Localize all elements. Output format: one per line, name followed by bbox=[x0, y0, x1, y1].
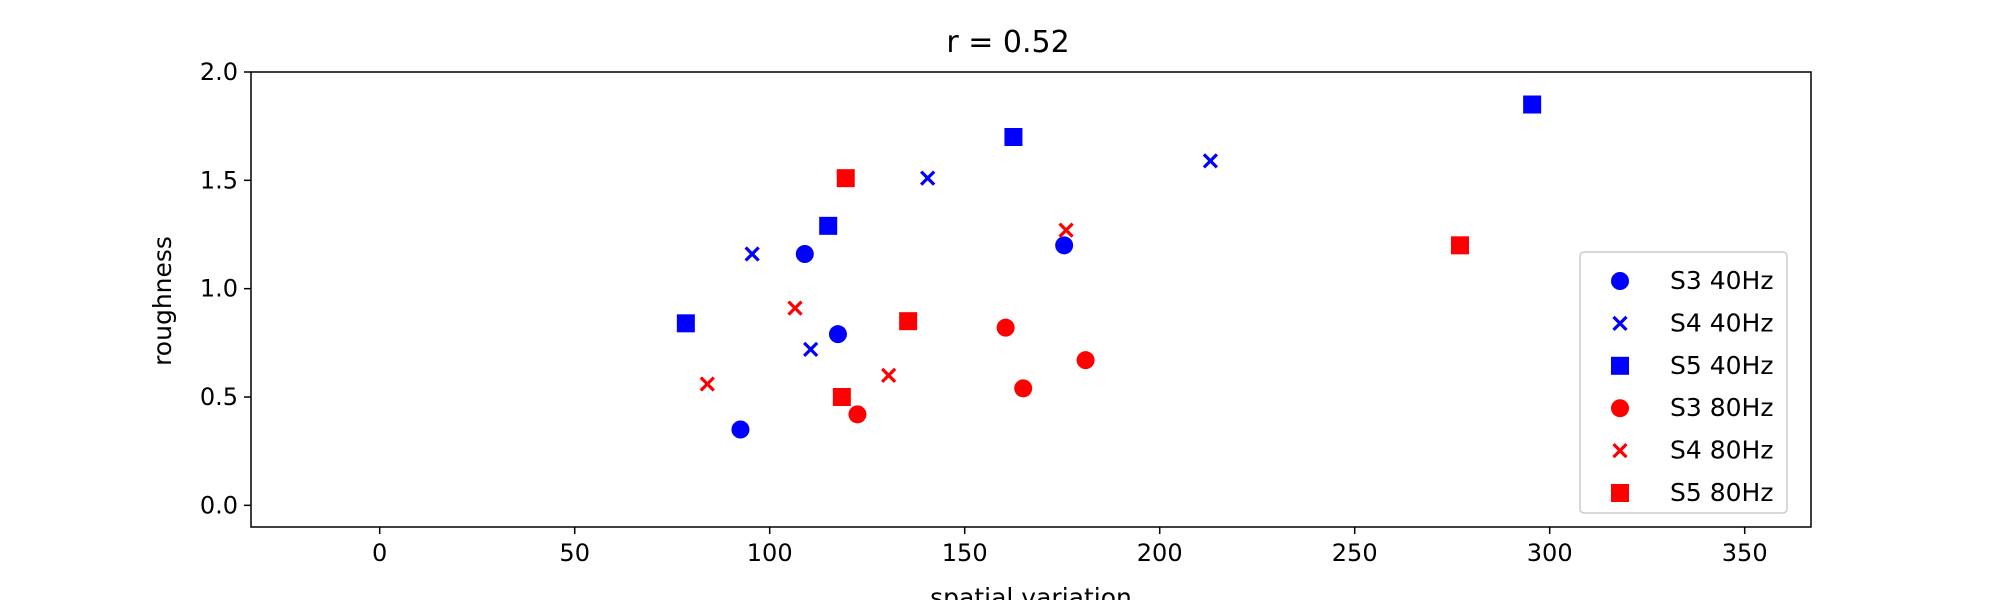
x-axis-label: spatial variation bbox=[930, 583, 1132, 600]
legend-label-s5-40hz: S5 40Hz bbox=[1670, 351, 1773, 380]
x-tick-label: 300 bbox=[1527, 539, 1573, 567]
y-tick-label: 0.5 bbox=[200, 383, 238, 411]
chart-title: r = 0.52 bbox=[946, 25, 1069, 60]
data-point-s4-80hz bbox=[699, 376, 715, 392]
data-point-s4-40hz bbox=[744, 246, 760, 262]
data-point-s5-40hz bbox=[819, 216, 838, 235]
legend-marker-s3-40hz bbox=[1611, 272, 1629, 290]
plot-frame bbox=[250, 71, 1812, 528]
data-point-s3-40hz bbox=[795, 245, 814, 263]
y-tick-label: 1.0 bbox=[200, 275, 238, 303]
legend-marker-s3-80hz bbox=[1611, 399, 1629, 418]
x-tick-label: 0 bbox=[372, 539, 387, 567]
x-axis: 0 50 100 150 200 250 300 350 bbox=[372, 527, 1768, 567]
y-axis-label: roughness bbox=[148, 236, 177, 366]
data-point-s3-40hz bbox=[1055, 236, 1074, 255]
x-tick-label: 200 bbox=[1137, 539, 1183, 567]
legend-label-s3-80hz: S3 80Hz bbox=[1670, 393, 1773, 422]
x-tick-label: 50 bbox=[559, 539, 590, 567]
data-point-s5-80hz bbox=[832, 388, 851, 406]
legend-label-s3-40hz: S3 40Hz bbox=[1670, 266, 1773, 295]
x-tick-label: 250 bbox=[1332, 539, 1378, 567]
data-point-s4-80hz bbox=[787, 300, 803, 316]
legend-label-s4-80hz: S4 80Hz bbox=[1670, 436, 1773, 465]
y-axis: 0.0 0.5 1.0 1.5 2.0 bbox=[200, 58, 251, 519]
data-point-s4-40hz bbox=[803, 341, 819, 357]
x-tick-label: 350 bbox=[1722, 539, 1768, 567]
data-point-s5-40hz bbox=[1004, 128, 1023, 146]
data-point-s3-40hz bbox=[828, 325, 847, 344]
data-point-s4-40hz bbox=[920, 170, 936, 186]
legend: S3 40Hz S4 40Hz S5 40Hz S3 80Hz S4 80Hz S5 80… bbox=[1579, 251, 1788, 514]
plot-area bbox=[250, 71, 1812, 528]
data-point-s4-80hz bbox=[1058, 222, 1074, 238]
legend-marker-s5-80hz bbox=[1611, 484, 1629, 502]
legend-label-s4-40hz: S4 40Hz bbox=[1670, 308, 1773, 337]
legend-marker-s5-40hz bbox=[1611, 356, 1629, 375]
data-point-s5-40hz bbox=[1523, 95, 1542, 114]
y-tick-label: 0.0 bbox=[200, 491, 238, 519]
x-tick-label: 150 bbox=[942, 539, 988, 567]
legend-label-s5-80hz: S5 80Hz bbox=[1670, 478, 1773, 507]
y-tick-label: 1.5 bbox=[200, 166, 238, 194]
legend-marker-s4-40hz bbox=[1612, 315, 1628, 332]
data-points bbox=[676, 95, 1542, 439]
data-point-s4-40hz bbox=[1202, 153, 1219, 169]
data-point-s3-80hz bbox=[848, 405, 867, 424]
legend-marker-s4-80hz bbox=[1612, 442, 1628, 459]
data-point-s3-40hz bbox=[731, 420, 750, 439]
y-tick-label: 2.0 bbox=[200, 58, 238, 86]
data-point-s3-80hz bbox=[1014, 379, 1033, 398]
x-tick-label: 100 bbox=[747, 539, 793, 567]
data-point-s5-80hz bbox=[836, 169, 855, 188]
data-point-s5-80hz bbox=[1451, 236, 1469, 255]
data-point-s5-40hz bbox=[676, 314, 695, 333]
legend-box bbox=[1579, 251, 1788, 514]
data-point-s3-80hz bbox=[996, 318, 1015, 337]
data-point-s3-80hz bbox=[1076, 351, 1095, 370]
data-point-s5-80hz bbox=[899, 312, 918, 331]
data-point-s4-80hz bbox=[881, 367, 897, 383]
